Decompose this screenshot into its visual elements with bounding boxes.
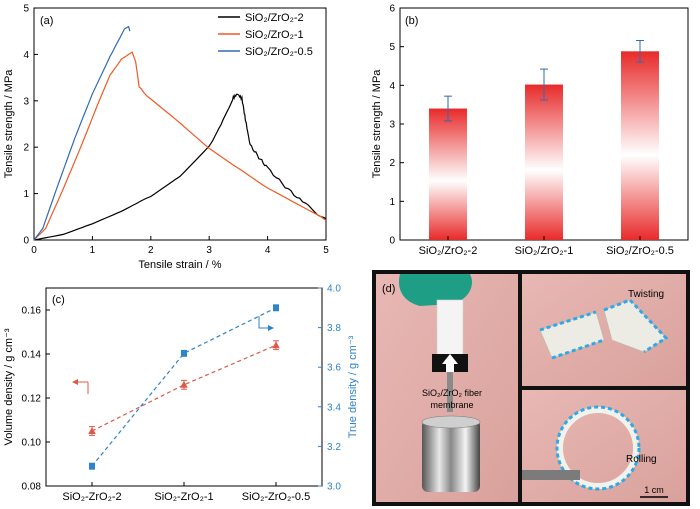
rolling-label: Rolling: [626, 454, 657, 465]
left-axis-indicator-arrowhead: [72, 379, 78, 385]
panel-a-frame: [33, 7, 327, 241]
x-tick-label: SiO₂/ZrO₂-0.5: [606, 245, 674, 257]
y-left-tick-label: 0.12: [22, 394, 42, 405]
panel-a-xlabel: Tensile strain / %: [138, 259, 221, 271]
panel-b-bars: SiO₂/ZrO₂-2 SiO₂/ZrO₂-1 SiO₂/ZrO₂-0.5: [419, 39, 674, 257]
weight-hook: [447, 372, 453, 412]
y-right-tick-label: 3.0: [327, 482, 341, 493]
legend-label-0: SiO₂/ZrO₂-2: [245, 12, 304, 24]
steel-weight: [422, 420, 480, 492]
y-tick-label: 5: [389, 42, 395, 53]
x-tick-label: 2: [148, 245, 154, 256]
panel-b-ylabel: Tensile strength / MPa: [371, 69, 383, 179]
series-line-2: [33, 25, 131, 241]
series-line-1: [33, 51, 327, 241]
panel-a-legend: SiO₂/ZrO₂-2 SiO₂/ZrO₂-1 SiO₂/ZrO₂-0.5: [218, 12, 313, 58]
fiber-membrane-strip: [436, 299, 464, 359]
data-point-square: [89, 463, 95, 470]
y-tick-label: 1: [389, 197, 395, 208]
panel-c: (c) 0.08 0.10 0.12 0.14 0.16 3.0 3.2 3.4 3.6 3.8 4…: [3, 284, 359, 504]
data-point-square: [181, 350, 187, 357]
y-tick-label: 2: [389, 158, 395, 169]
legend-label-1: SiO₂/ZrO₂-1: [245, 29, 304, 41]
y-right-tick-label: 4.0: [327, 284, 341, 295]
panel-c-ylabel-right: True density / g cm⁻³: [347, 335, 359, 438]
y-tick-label: 6: [389, 4, 395, 15]
panel-c-ticks: 0.08 0.10 0.12 0.14 0.16 3.0 3.2 3.4 3.6 3.8 4.0 Si…: [22, 284, 342, 504]
y-right-tick-label: 3.4: [327, 402, 341, 413]
y-tick-label: 3: [23, 96, 29, 107]
data-point-triangle: [180, 380, 188, 388]
legend-label-2: SiO₂/ZrO₂-0.5: [245, 46, 313, 58]
panel-b-ticks: 0 1 2 3 4 5 6: [389, 4, 404, 247]
y-right-tick-label: 3.2: [327, 442, 341, 453]
panel-d: SiO₂/ZrO₂ fiber membrane (d) Twisting Ro…: [372, 270, 690, 506]
gloved-hand: [398, 274, 472, 306]
panel-a-ticks: 0 1 2 3 4 5 0 1 2 3 4 5: [23, 4, 329, 257]
panel-a-label: (a): [40, 15, 53, 27]
pointer-arrow: [442, 354, 458, 372]
right-axis-indicator-arrowhead: [268, 325, 274, 331]
y-left-tick-label: 0.10: [22, 438, 42, 449]
x-tick-label: SiO₂-ZrO₂-1: [154, 491, 213, 503]
y-left-tick-label: 0.08: [22, 482, 42, 493]
x-tick-label: SiO₂/ZrO₂-2: [419, 245, 478, 257]
y-right-tick-label: 3.6: [327, 363, 341, 374]
twisting-outline: [539, 298, 669, 360]
x-tick-label: 1: [90, 245, 96, 256]
x-tick-label: 3: [206, 245, 212, 256]
panel-a-ylabel: Tensile strength / MPa: [3, 69, 15, 179]
bar-2: [621, 51, 659, 240]
panel-c-ylabel-left: Volume density / g cm⁻³: [3, 328, 15, 445]
series-line-0: [33, 93, 327, 241]
bar-0: [429, 108, 467, 241]
y-left-tick-label: 0.16: [22, 306, 42, 317]
y-tick-label: 0: [389, 236, 395, 247]
steel-weight-top: [421, 415, 481, 429]
panel-c-series: [88, 304, 280, 470]
panel-a-series: [33, 25, 327, 241]
y-tick-label: 4: [23, 50, 29, 61]
x-tick-label: SiO₂-ZrO₂-2: [62, 491, 121, 503]
membrane-label: membrane: [430, 400, 473, 410]
x-tick-label: SiO₂-ZrO₂-0.5: [242, 491, 310, 503]
data-point-square: [273, 304, 279, 311]
y-tick-label: 1: [23, 189, 29, 200]
data-point-triangle: [272, 341, 280, 349]
series-line-0: [91, 344, 277, 432]
y-tick-label: 4: [389, 81, 395, 92]
fiber-membrane-label: SiO₂/ZrO₂ fiber: [422, 388, 482, 398]
x-tick-label: 0: [31, 245, 37, 256]
panel-a: (a) 0 1 2 3 4 5 0 1 2 3 4 5 Tensile strain / % Tens…: [3, 4, 329, 272]
scale-bar-label: 1 cm: [644, 485, 664, 495]
panel-c-label: (c): [52, 294, 65, 306]
x-tick-label: 5: [323, 245, 329, 256]
data-point-triangle: [88, 427, 96, 434]
y-tick-label: 5: [23, 4, 29, 15]
rolled-membrane: [557, 407, 639, 489]
rolling-outline: [555, 405, 641, 491]
right-axis-indicator-arrow: [258, 316, 270, 329]
twisting-label: Twisting: [628, 289, 664, 300]
x-tick-label: SiO₂/ZrO₂-1: [515, 245, 574, 257]
y-left-tick-label: 0.14: [22, 350, 42, 361]
y-tick-label: 0: [23, 236, 29, 247]
x-tick-label: 4: [265, 245, 271, 256]
y-tick-label: 2: [23, 143, 29, 154]
panel-d-label: (d): [382, 283, 395, 295]
panel-b-label: (b): [405, 15, 418, 27]
metal-rod: [522, 470, 580, 480]
y-tick-label: 3: [389, 120, 395, 131]
twisted-membrane-left: [539, 311, 605, 359]
y-right-tick-label: 3.8: [327, 323, 341, 334]
bar-1: [525, 84, 563, 240]
